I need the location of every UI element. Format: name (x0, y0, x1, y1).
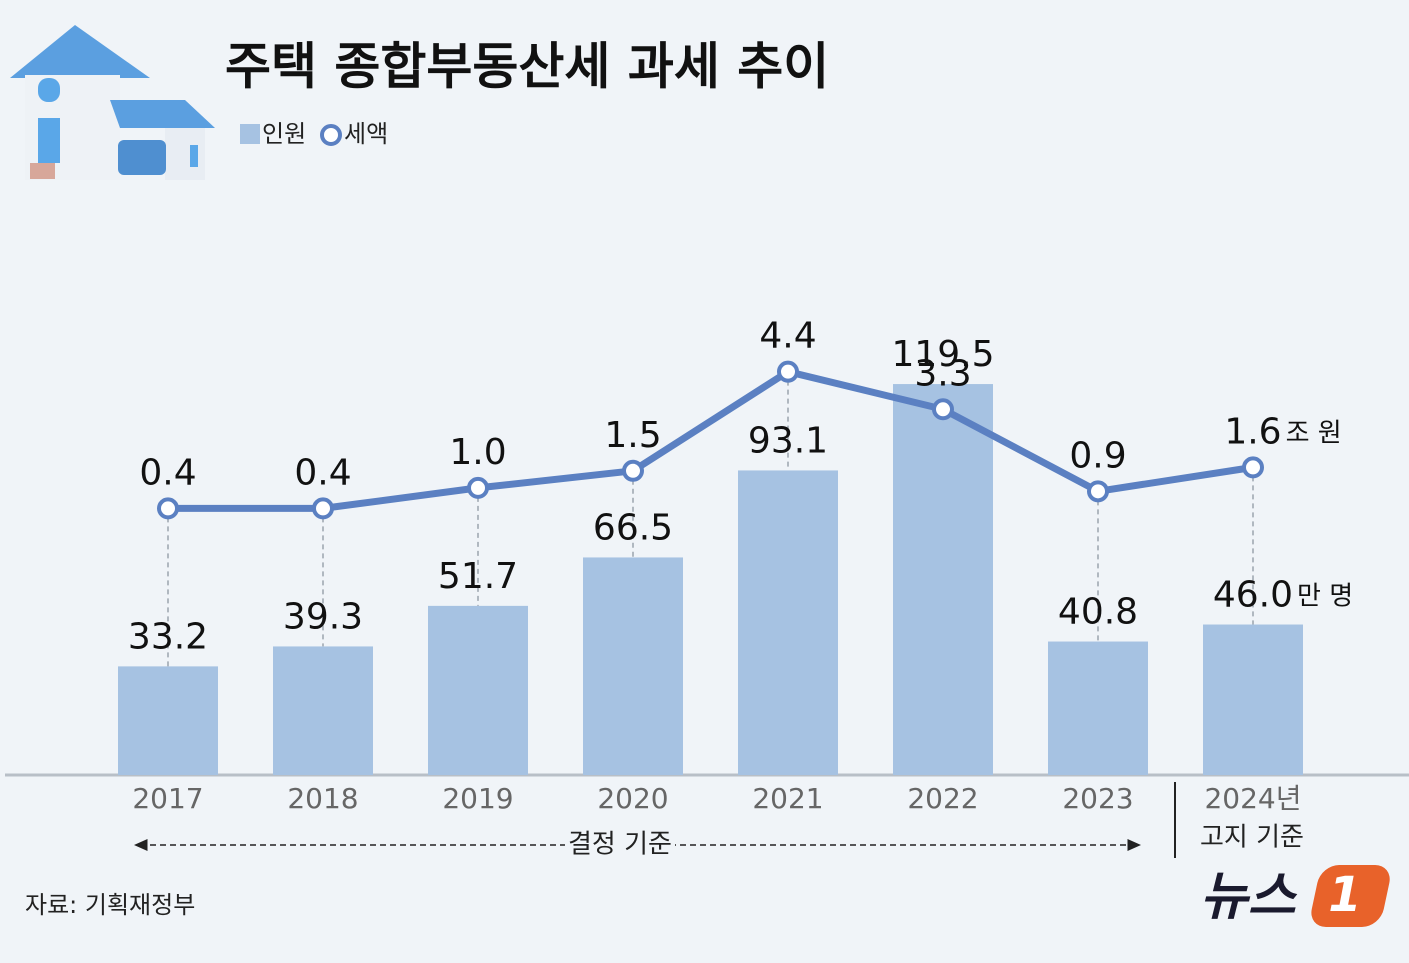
x-tick-label: 2023 (1062, 782, 1133, 815)
legend-label: 세액 (344, 120, 388, 148)
value-label: 0.9 (1069, 435, 1126, 476)
value-label-number: 93.1 (748, 420, 828, 461)
x-tick-label: 2019 (442, 782, 513, 815)
legend-label: 인원 (262, 120, 306, 148)
logo-number: 1 (1328, 867, 1361, 923)
value-label: 46.0 만 명 (1213, 575, 1353, 616)
x-tick-label: 2024년 (1204, 782, 1301, 815)
bar (893, 384, 993, 775)
x-tick-label: 2022 (907, 782, 978, 815)
value-label: 93.1 (748, 420, 828, 461)
value-label: 119.5 (891, 334, 994, 375)
value-label-number: 46.0 (1213, 575, 1293, 616)
line (168, 368, 1254, 512)
bar (1203, 624, 1303, 775)
value-label: 0.4 (294, 452, 351, 493)
x-tick-label: 2021 (752, 782, 823, 815)
source: 자료: 기획재정부 (25, 891, 195, 919)
value-label: 39.3 (283, 596, 363, 637)
value-label-number: 1.0 (449, 432, 506, 473)
value-label: 40.8 (1058, 592, 1138, 633)
line-point (622, 459, 644, 482)
line-point (932, 398, 954, 421)
value-label: 1.0 (449, 432, 506, 473)
bar (118, 666, 218, 775)
value-label-number: 1.5 (604, 415, 661, 456)
bar (738, 470, 838, 775)
annotation: 결정 기준 (568, 830, 672, 860)
bar (1048, 641, 1148, 775)
value-label: 0.4 (139, 452, 196, 493)
value-label: 4.4 (759, 316, 816, 357)
bar (273, 646, 373, 775)
value-label: 1.5 (604, 415, 661, 456)
line-point (312, 497, 334, 520)
value-label-number: 0.4 (294, 452, 351, 493)
value-label-number: 0.4 (139, 452, 196, 493)
line-point (157, 497, 179, 520)
bars (118, 384, 1303, 775)
unit-label: 만 명 (1297, 581, 1353, 611)
line-point (1242, 456, 1264, 479)
annotation: 고지 기준 (1200, 823, 1304, 853)
house-icon (10, 25, 215, 180)
value-label-number: 40.8 (1058, 592, 1138, 633)
value-label-number: 119.5 (891, 334, 994, 375)
bar (583, 557, 683, 775)
label-bg (565, 828, 675, 862)
line-point (1087, 480, 1109, 503)
chart-title: 주택 종합부동산세 과세 추이 (225, 38, 829, 96)
value-label: 1.6 조 원 (1224, 411, 1341, 452)
line-layer (157, 360, 1264, 520)
value-label-number: 3.3 (914, 353, 971, 394)
value-label-number: 1.6 (1224, 411, 1281, 452)
value-label: 66.5 (593, 507, 673, 548)
value-label: 33.2 (128, 616, 208, 657)
x-tick-label: 2020 (597, 782, 668, 815)
legend-swatch (240, 124, 260, 144)
x-tick-label: 2017 (132, 782, 203, 815)
logo-text: 뉴스 (1200, 867, 1298, 927)
logo-badge (1311, 865, 1390, 927)
value-label-number: 39.3 (283, 596, 363, 637)
value-label-number: 0.9 (1069, 435, 1126, 476)
value-label-number: 4.4 (759, 316, 816, 357)
legend-swatch (320, 124, 342, 146)
x-tick-label: 2018 (287, 782, 358, 815)
line-point (467, 476, 489, 499)
value-label-number: 51.7 (438, 556, 518, 597)
bar (428, 605, 528, 775)
value-label: 51.7 (438, 556, 518, 597)
unit-label: 조 원 (1286, 418, 1342, 448)
value-label-number: 33.2 (128, 616, 208, 657)
value-label-number: 66.5 (593, 507, 673, 548)
value-label: 3.3 (914, 353, 971, 394)
line-point (777, 360, 799, 383)
